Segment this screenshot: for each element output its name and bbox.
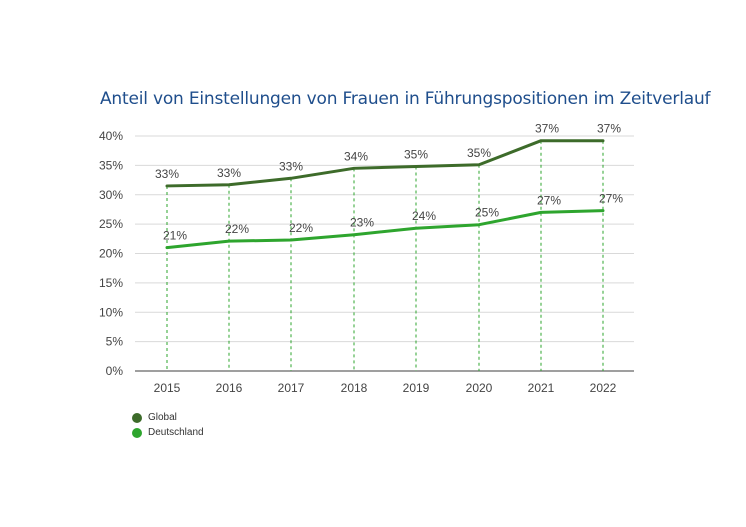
x-tick-label: 2019 <box>403 381 430 395</box>
y-tick-label: 40% <box>99 129 123 143</box>
y-tick-label: 30% <box>99 188 123 202</box>
chart-title: Anteil von Einstellungen von Frauen in F… <box>100 89 711 109</box>
y-tick-label: 35% <box>99 158 123 172</box>
y-tick-label: 25% <box>99 217 123 231</box>
legend: Global Deutschland <box>132 410 204 440</box>
legend-item-global[interactable]: Global <box>132 410 204 425</box>
data-label: 37% <box>597 122 621 136</box>
legend-label-deutschland: Deutschland <box>148 427 204 438</box>
data-label: 25% <box>475 206 499 220</box>
legend-label-global: Global <box>148 412 177 423</box>
series-line-deutschland <box>165 209 605 250</box>
data-label: 27% <box>537 193 561 207</box>
data-label: 33% <box>217 166 241 180</box>
legend-item-deutschland[interactable]: Deutschland <box>132 425 204 440</box>
data-label: 23% <box>350 216 374 230</box>
legend-marker-deutschland <box>132 427 142 438</box>
series-lines <box>165 139 605 250</box>
data-label: 35% <box>467 146 491 160</box>
x-tick-label: 2021 <box>528 381 555 395</box>
data-label: 37% <box>535 122 559 136</box>
data-label: 22% <box>289 221 313 235</box>
drop-lines <box>166 140 604 371</box>
y-tick-label: 10% <box>99 305 123 319</box>
x-tick-label: 2016 <box>216 381 243 395</box>
x-tick-label: 2015 <box>154 381 181 395</box>
y-tick-label: 20% <box>99 247 123 261</box>
y-tick-label: 0% <box>106 364 124 378</box>
x-tick-label: 2020 <box>466 381 493 395</box>
y-tick-label: 15% <box>99 276 123 290</box>
x-tick-label: 2022 <box>590 381 617 395</box>
series-line-global <box>165 139 605 188</box>
x-axis-tick-labels: 2015 2016 2017 2018 2019 2020 2021 2022 <box>154 381 617 395</box>
grid-lines <box>135 135 634 372</box>
data-label: 35% <box>404 148 428 162</box>
data-label: 21% <box>163 229 187 243</box>
data-label: 27% <box>599 192 623 206</box>
legend-marker-global <box>132 412 142 423</box>
data-labels: 33% 33% 33% 34% 35% 35% 37% 37% 21% 22% 22% 23% 24% 2… <box>155 122 623 243</box>
data-label: 33% <box>279 159 303 173</box>
x-tick-label: 2017 <box>278 381 305 395</box>
data-label: 24% <box>412 209 436 223</box>
y-tick-label: 5% <box>106 335 124 349</box>
data-label: 34% <box>344 149 368 163</box>
y-axis-tick-labels: 0% 5% 10% 15% 20% 25% 30% 35% 40% <box>99 129 123 378</box>
x-tick-label: 2018 <box>341 381 368 395</box>
data-label: 33% <box>155 167 179 181</box>
data-label: 22% <box>225 222 249 236</box>
